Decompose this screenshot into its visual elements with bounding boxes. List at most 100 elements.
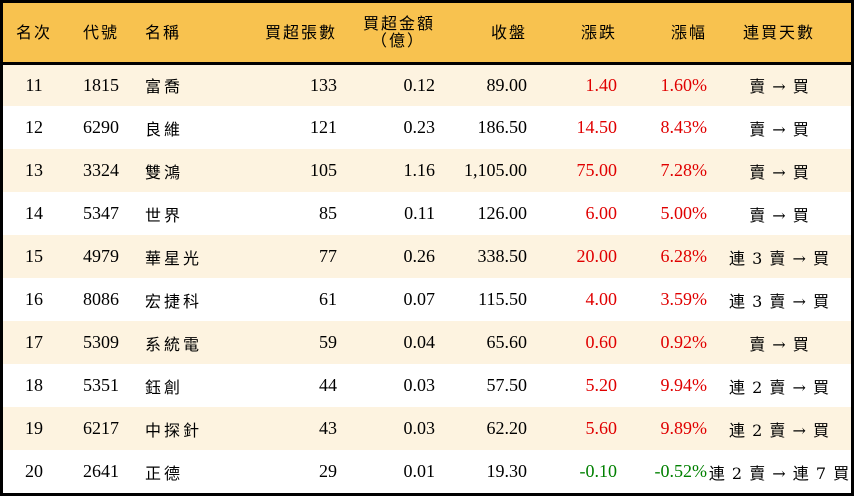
cell-code: 1815: [83, 74, 119, 95]
cell-net-buy-lots: 61: [319, 289, 337, 309]
cell-close: 1,105.00: [464, 160, 527, 180]
table-row: 20 2641 正德 29 0.01 19.30 -0.10 -0.52% 連 2 賣 → 連 …: [3, 450, 851, 493]
cell-change-pct: 6.28%: [660, 246, 708, 266]
cell-net-buy-lots: 133: [310, 74, 337, 95]
cell-rank: 11: [25, 74, 43, 95]
cell-rank: 17: [25, 332, 43, 352]
cell-name: 良維: [145, 119, 184, 139]
cell-rank: 15: [25, 246, 43, 266]
cell-change: -0.10: [579, 461, 618, 481]
cell-change-pct: -0.52%: [654, 461, 708, 481]
cell-net-buy-amount: 0.11: [404, 203, 435, 223]
cell-consecutive-days: 賣 → 買: [749, 162, 809, 182]
cell-code: 6290: [83, 117, 119, 137]
cell-net-buy-lots: 77: [319, 246, 337, 266]
cell-net-buy-amount: 0.03: [403, 375, 436, 395]
cell-change-pct: 9.89%: [660, 418, 708, 438]
cell-code: 2641: [83, 461, 119, 481]
cell-consecutive-days: 賣 → 買: [749, 334, 809, 354]
table-row: 15 4979 華星光 77 0.26 338.50 20.00 6.28% 連 3 賣 → 買: [3, 235, 851, 278]
cell-name: 中探針: [145, 420, 203, 440]
cell-close: 57.50: [486, 375, 528, 395]
cell-change-pct: 9.94%: [660, 375, 708, 395]
cell-close: 186.50: [477, 117, 528, 137]
header-change: 漲跌: [527, 3, 617, 65]
cell-net-buy-lots: 85: [319, 203, 337, 223]
cell-name: 世界: [145, 205, 184, 225]
cell-close: 65.60: [486, 332, 528, 352]
cell-consecutive-days: 賣 → 買: [749, 205, 809, 225]
cell-consecutive-days: 連 3 賣 → 買: [729, 291, 829, 311]
table-row: 19 6217 中探針 43 0.03 62.20 5.60 9.89% 連 2 賣 → 買: [3, 407, 851, 450]
header-net-buy-amount-line1: 買超金額: [362, 14, 435, 34]
header-rank: 名次: [3, 3, 65, 65]
cell-code: 5347: [83, 203, 119, 223]
table-row: 12 6290 良維 121 0.23 186.50 14.50 8.43% 賣 → 買: [3, 106, 851, 149]
cell-change: 5.20: [585, 375, 618, 395]
cell-change: 75.00: [576, 160, 618, 180]
table-row: 13 3324 雙鴻 105 1.16 1,105.00 75.00 7.28% 賣 → 買: [3, 149, 851, 192]
cell-rank: 20: [25, 461, 43, 481]
cell-name: 雙鴻: [145, 162, 184, 182]
cell-close: 19.30: [486, 461, 528, 481]
header-name: 名稱: [137, 3, 227, 65]
cell-change: 5.60: [585, 418, 618, 438]
cell-name: 宏捷科: [145, 291, 203, 311]
table-row: 14 5347 世界 85 0.11 126.00 6.00 5.00% 賣 → 買: [3, 192, 851, 235]
cell-net-buy-lots: 43: [319, 418, 337, 438]
cell-net-buy-lots: 59: [319, 332, 337, 352]
cell-net-buy-amount: 0.04: [403, 332, 436, 352]
cell-change-pct: 0.92%: [660, 332, 708, 352]
cell-change-pct: 1.60%: [660, 74, 708, 95]
header-net-buy-amount: 買超金額 （億）: [337, 3, 435, 65]
cell-name: 正德: [145, 463, 184, 483]
cell-net-buy-lots: 29: [319, 461, 337, 481]
header-code: 代號: [65, 3, 137, 65]
cell-net-buy-lots: 121: [310, 117, 337, 137]
cell-net-buy-amount: 0.23: [403, 117, 436, 137]
cell-name: 鈺創: [145, 377, 184, 397]
cell-rank: 14: [25, 203, 43, 223]
table-row: 11 1815 富喬 133 0.12 89.00 1.40 1.60% 賣 → 買: [3, 63, 851, 106]
header-change-pct: 漲幅: [617, 3, 707, 65]
table-row: 16 8086 宏捷科 61 0.07 115.50 4.00 3.59% 連 3 賣 → 買: [3, 278, 851, 321]
cell-change: 4.00: [585, 289, 618, 309]
net-buy-ranking-table: 名次 代號 名稱 買超張數 買超金額 （億） 收盤 漲跌 漲幅 連買天數 11 1…: [3, 3, 851, 493]
header-consecutive-days: 連買天數: [707, 3, 851, 65]
cell-rank: 19: [25, 418, 43, 438]
cell-change: 20.00: [576, 246, 618, 266]
cell-change: 6.00: [585, 203, 618, 223]
cell-consecutive-days: 連 2 賣 → 連 7 買: [708, 463, 850, 483]
cell-rank: 12: [25, 117, 43, 137]
cell-net-buy-lots: 105: [310, 160, 337, 180]
cell-close: 126.00: [477, 203, 528, 223]
cell-net-buy-lots: 44: [319, 375, 337, 395]
cell-close: 89.00: [486, 74, 528, 95]
cell-code: 4979: [83, 246, 119, 266]
cell-change-pct: 3.59%: [660, 289, 708, 309]
cell-change: 1.40: [585, 74, 618, 95]
cell-net-buy-amount: 1.16: [403, 160, 436, 180]
cell-rank: 13: [25, 160, 43, 180]
table-row: 18 5351 鈺創 44 0.03 57.50 5.20 9.94% 連 2 賣 → 買: [3, 364, 851, 407]
cell-net-buy-amount: 0.01: [403, 461, 436, 481]
cell-name: 富喬: [145, 77, 184, 97]
header-net-buy-lots: 買超張數: [227, 3, 337, 65]
cell-consecutive-days: 連 3 賣 → 買: [729, 248, 829, 268]
cell-net-buy-amount: 0.26: [403, 246, 436, 266]
table-header-row: 名次 代號 名稱 買超張數 買超金額 （億） 收盤 漲跌 漲幅 連買天數: [3, 3, 851, 65]
cell-net-buy-amount: 0.12: [403, 74, 436, 95]
cell-name: 華星光: [145, 248, 203, 268]
cell-change: 14.50: [576, 117, 618, 137]
cell-close: 338.50: [477, 246, 528, 266]
cell-consecutive-days: 連 2 賣 → 買: [729, 420, 829, 440]
cell-code: 8086: [83, 289, 119, 309]
cell-code: 5351: [83, 375, 119, 395]
cell-net-buy-amount: 0.03: [403, 418, 436, 438]
table-row: 17 5309 系統電 59 0.04 65.60 0.60 0.92% 賣 → 買: [3, 321, 851, 364]
cell-consecutive-days: 賣 → 買: [749, 77, 809, 97]
cell-close: 115.50: [478, 289, 527, 309]
cell-change: 0.60: [585, 332, 618, 352]
cell-close: 62.20: [486, 418, 528, 438]
